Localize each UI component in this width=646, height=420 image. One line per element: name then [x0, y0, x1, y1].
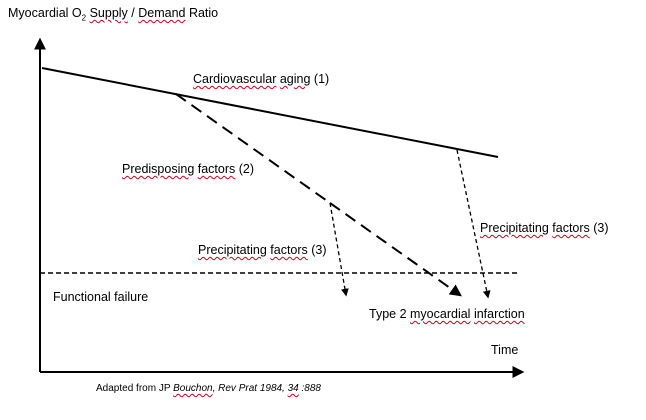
functional-failure-label: Functional failure	[53, 290, 149, 304]
mi-label: Type 2 myocardial infarction	[369, 307, 525, 321]
precipitating-drop-mid	[329, 202, 349, 297]
predisposing-line	[175, 93, 331, 204]
aging-label: Cardiovascular aging (1)	[193, 72, 330, 86]
aging-line	[41, 67, 499, 158]
precipitating-label-mid: Precipitating factors (3)	[198, 243, 327, 257]
x-axis-label: Time	[491, 343, 519, 357]
predisposing-line-continued	[329, 202, 462, 297]
y-axis-label: Myocardial O2 Supply / Demand Ratio	[8, 6, 219, 23]
precipitating-label-right: Precipitating factors (3)	[480, 221, 609, 235]
source-caption: Adapted from JP Bouchon, Rev Prat 1984, …	[96, 383, 321, 394]
predisposing-label: Predisposing factors (2)	[122, 162, 255, 176]
